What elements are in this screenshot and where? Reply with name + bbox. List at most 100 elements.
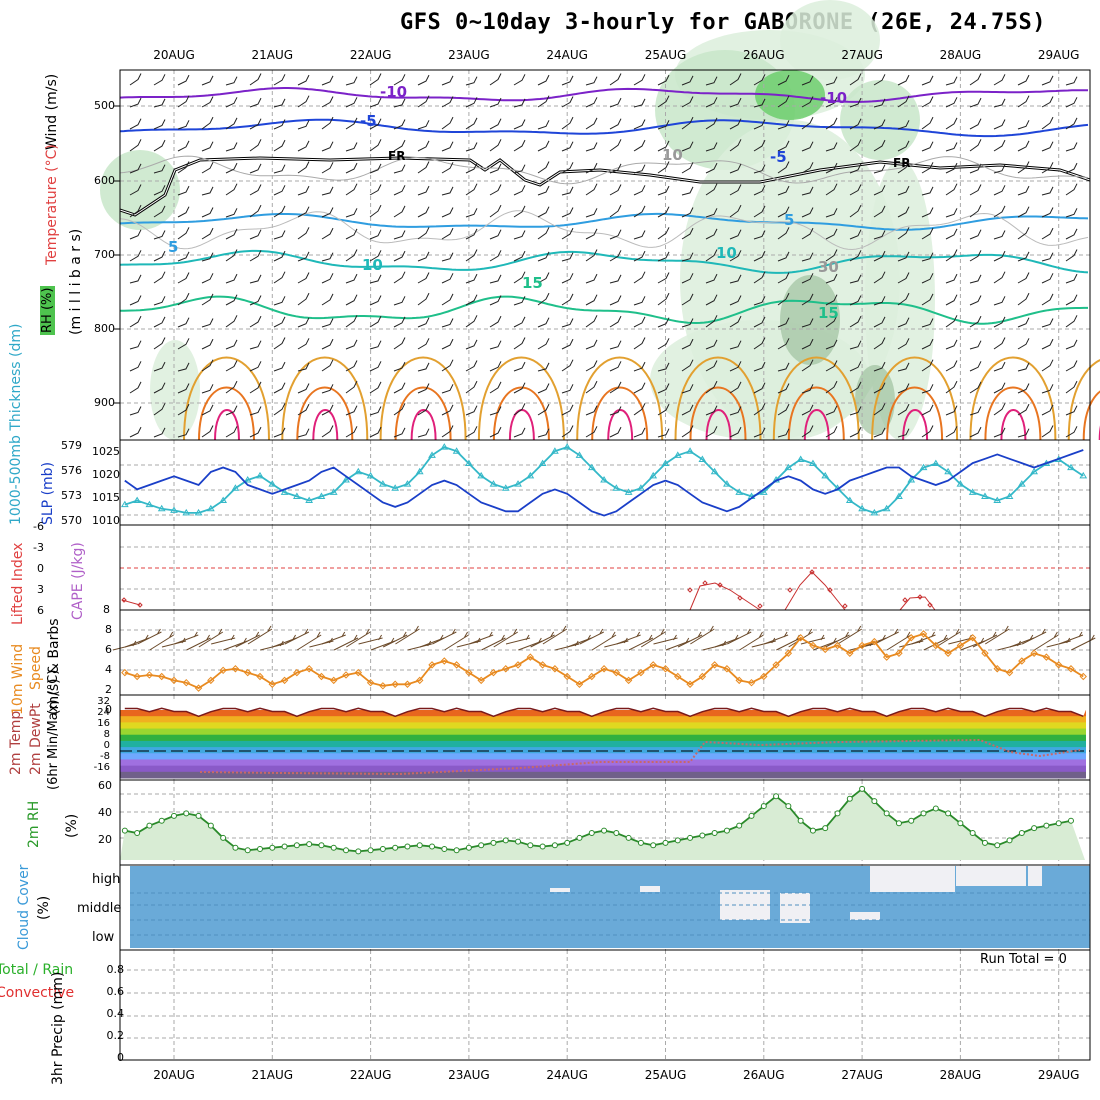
rh-contour [119,155,1089,185]
thickness-point [944,467,952,475]
wind-barb [729,118,742,130]
surface-wind-barb [837,625,863,645]
wind-barb [393,361,406,372]
wind-barb [489,73,502,86]
wind-barb [465,208,478,218]
wind-barb [729,139,742,152]
wind-barb [417,140,430,152]
wind-barb [705,162,718,174]
wind-barb [369,73,382,86]
wind-barb [441,75,454,86]
thickness-point [477,471,486,479]
rh-point [146,822,153,829]
wind-barb [633,296,646,306]
wind-barb [945,76,958,86]
wind-barb [297,362,310,372]
wind-speed-tick-label: 2 [105,683,112,696]
wind-barb [1065,339,1078,350]
lifted-index-point [121,597,127,603]
wind-barb [489,295,502,306]
wind-barb [513,403,526,416]
surface-wind-barb [800,634,826,645]
wind-barb [345,249,358,262]
wind-barb [345,315,358,328]
date-label-top: 28AUG [939,48,982,62]
rh-point [785,803,792,810]
thickness-point [206,504,215,512]
date-label-top: 20AUG [153,48,195,62]
wind-barb [777,362,790,372]
rh-label-2: (%) [64,813,80,838]
wind-speed-point [649,661,657,669]
wind-barb [417,272,430,284]
contour-label: 5 [168,238,178,256]
wind-speed-point [379,682,387,690]
temperature-color-band [120,710,1086,717]
wind-barb [849,381,862,394]
wind-barb [873,403,886,416]
wind-barb [921,384,934,394]
wind-barb [825,76,838,86]
wind-barb [345,380,358,394]
wind-speed-point [686,680,694,688]
contour-label: -5 [770,148,787,166]
rh-point [121,827,128,834]
wind-barb [609,184,622,196]
wind-speed-point [170,676,178,685]
wind-barb [849,340,862,350]
wind-barb [177,161,190,174]
thickness-point [821,471,830,479]
wind-barb [945,97,958,108]
surface-wind-barb [198,628,224,648]
wind-barb [729,163,742,174]
rh-shade-region [855,365,895,435]
wind-barb [753,164,766,174]
temp-contour-20 [1067,359,1100,441]
rh-point [490,839,497,846]
wind-barb [633,230,646,240]
wind-barb [129,229,142,240]
thickness-point [170,506,178,513]
rh-point [1018,830,1025,837]
surface-wind-barb [211,634,236,645]
wind-speed-point [821,645,829,654]
wind-barb [801,227,814,240]
wind-barb [585,339,598,350]
wind-barb [945,339,958,350]
wind-speed-point [1079,672,1087,681]
temperature-color-band [120,734,1086,742]
rh-point [318,842,325,849]
wind-barb [681,425,694,438]
cape-label: CAPE (J/kg) [70,542,86,620]
slp-tick-label: 1015 [92,491,120,504]
wind-barb [249,229,262,240]
thickness-point [120,500,129,508]
wind-barb [873,230,886,240]
wind-barb [897,428,910,438]
wind-speed-point [133,672,141,681]
temperature-line [124,707,1084,718]
freezing-line-highlight [119,157,1091,216]
wind-barb [369,406,382,416]
wind-barb [801,186,814,196]
precip-label-3: 3hr Precip (mm) [50,971,66,1085]
slp-tick-label: 1020 [92,468,120,481]
wind-barb [177,362,190,372]
wind-barb [633,139,646,152]
wind-barb [465,142,478,152]
wind-barb [825,273,838,284]
wind-barb [969,139,982,152]
wind-barb [249,340,262,350]
wind-barb [153,316,166,328]
thickness-point [1005,492,1014,499]
wind-barb [897,362,910,372]
wind-barb [177,272,190,284]
wind-barb [465,426,478,438]
wind-barb [561,186,574,196]
surface-wind-barb [223,637,248,651]
rh-point [441,845,448,852]
wind-speed-point [661,665,670,673]
wind-barb [273,98,286,108]
wind-barb [657,292,670,306]
rh-point [232,844,239,851]
